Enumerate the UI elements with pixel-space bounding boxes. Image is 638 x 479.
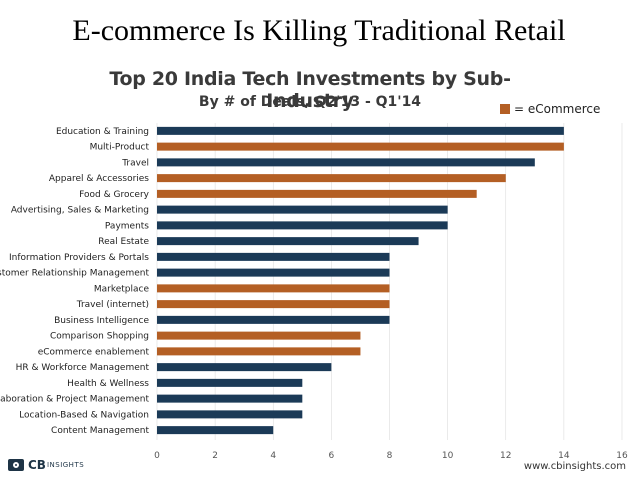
x-tick-label: 10 [442, 451, 454, 461]
logo-main-text: CB [28, 458, 46, 472]
chart-legend: = eCommerce [500, 102, 600, 116]
category-label: Multi-Product [90, 143, 150, 153]
category-label: Travel [121, 158, 149, 168]
bar [157, 363, 332, 372]
category-label: HR & Workforce Management [16, 363, 150, 373]
x-tick-label: 14 [558, 451, 570, 461]
category-label: Travel (internet) [76, 300, 149, 310]
category-label: Collaboration & Project Management [0, 395, 149, 405]
category-label: Education & Training [56, 127, 149, 137]
x-tick-label: 0 [154, 451, 160, 461]
bar-ecommerce [157, 284, 390, 293]
logo-sub-text: INSIGHTS [46, 461, 85, 469]
bar-ecommerce [157, 189, 477, 198]
slide-title: E-commerce Is Killing Traditional Retail [72, 14, 566, 47]
category-label: eCommerce enablement [38, 347, 150, 357]
source-url: www.cbinsights.com [523, 461, 626, 472]
x-tick-label: 6 [329, 451, 335, 461]
category-label: Comparison Shopping [50, 332, 149, 342]
category-label: Real Estate [98, 237, 149, 247]
bar [157, 205, 448, 214]
bar-ecommerce [157, 300, 390, 309]
bar [157, 158, 535, 167]
x-tick-label: 12 [500, 451, 511, 461]
bar-ecommerce [157, 142, 564, 151]
bar-ecommerce [157, 331, 361, 340]
bar [157, 126, 564, 135]
category-label: Business Intelligence [54, 316, 149, 326]
bar [157, 268, 390, 277]
chart-subtitle: By # of Deals, Q2'13 - Q1'14 [198, 94, 422, 110]
bar-ecommerce [157, 347, 361, 356]
bar [157, 315, 390, 324]
category-label: Food & Grocery [79, 190, 149, 200]
bar-ecommerce [157, 174, 506, 183]
category-label: Customer Relationship Management [0, 269, 149, 279]
category-label: Payments [105, 221, 149, 231]
category-label: Health & Wellness [67, 379, 149, 389]
bar [157, 378, 303, 387]
cb-logo-icon [8, 459, 24, 471]
bar [157, 394, 303, 403]
category-label: Advertising, Sales & Marketing [11, 206, 149, 216]
x-tick-label: 2 [212, 451, 218, 461]
x-tick-label: 8 [387, 451, 393, 461]
legend-swatch-ecommerce [500, 104, 510, 114]
category-label: Information Providers & Portals [9, 253, 149, 263]
category-label: Location-Based & Navigation [19, 410, 149, 420]
cbinsights-logo: CB INSIGHTS [8, 458, 84, 472]
bar [157, 237, 419, 246]
bar [157, 426, 274, 435]
x-tick-label: 4 [270, 451, 276, 461]
category-label: Marketplace [94, 284, 150, 294]
category-label: Content Management [51, 426, 149, 436]
category-label: Apparel & Accessories [49, 174, 149, 184]
bar [157, 221, 448, 230]
legend-label: = eCommerce [514, 102, 601, 116]
bar [157, 252, 390, 261]
bar [157, 410, 303, 419]
chart-title: Top 20 India Tech Investments by Sub-Ind… [109, 68, 511, 112]
x-tick-label: 16 [616, 451, 628, 461]
